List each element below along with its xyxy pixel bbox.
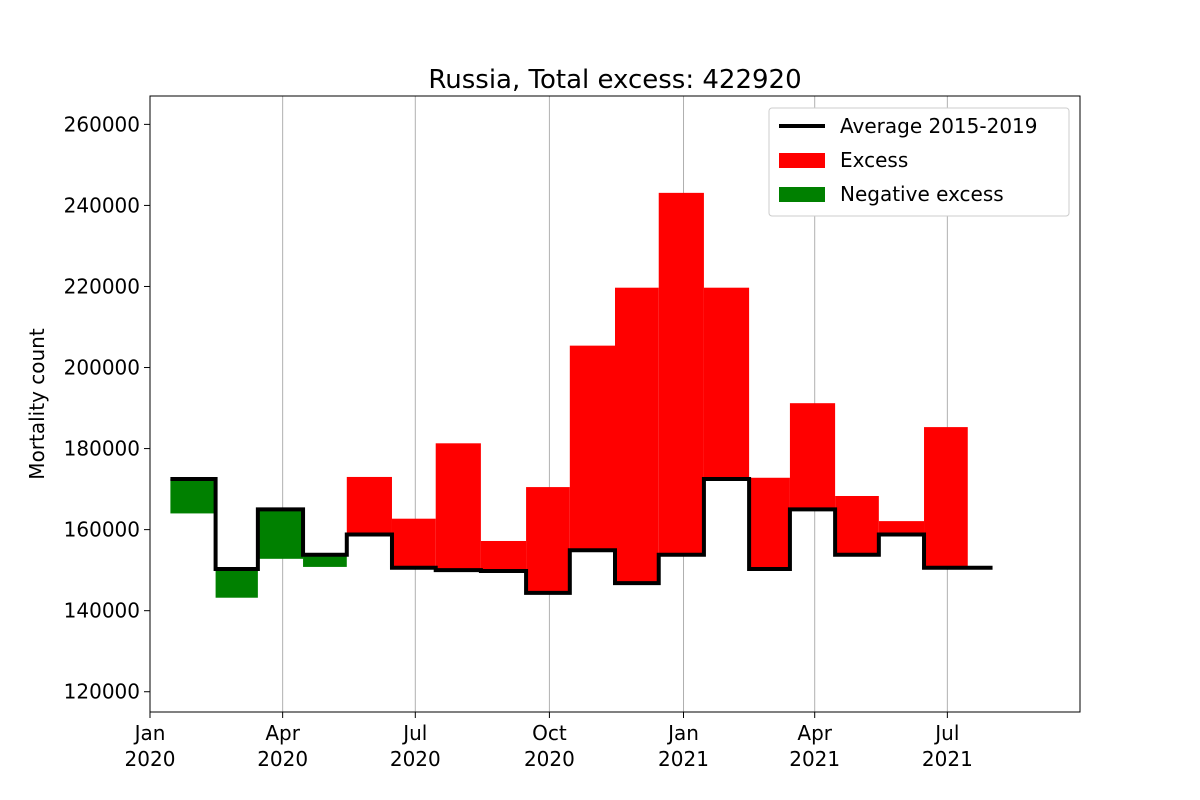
y-tick-label: 140000: [64, 599, 140, 623]
x-tick-label-year: 2020: [257, 747, 308, 771]
excess-bar: [480, 540, 527, 571]
x-tick-label-year: 2021: [922, 747, 973, 771]
chart-title: Russia, Total excess: 422920: [428, 65, 801, 95]
negative-excess-bar: [170, 478, 216, 514]
excess-bar: [435, 443, 481, 571]
x-tick-label-year: 2020: [524, 747, 575, 771]
y-tick-label: 180000: [64, 437, 140, 461]
x-tick-label-year: 2021: [789, 747, 840, 771]
excess-bar: [703, 287, 750, 479]
y-tick-label: 160000: [64, 518, 140, 542]
excess-bar: [391, 518, 436, 568]
bars-layer: [170, 192, 968, 598]
x-tick-label-year: 2021: [658, 747, 709, 771]
x-axis: Jan2020Apr2020Jul2020Oct2020Jan2021Apr20…: [125, 712, 973, 771]
x-tick-label-year: 2020: [390, 747, 441, 771]
excess-bar: [835, 495, 879, 555]
average-line: [170, 476, 993, 595]
plot-frame: [149, 95, 1081, 713]
excess-bar: [615, 287, 659, 584]
excess-bar: [569, 345, 615, 551]
excess-bar: [346, 476, 392, 535]
y-tick-label: 120000: [64, 680, 140, 704]
excess-bar: [526, 487, 570, 593]
legend-swatch-excess: [779, 153, 825, 168]
negative-excess-bar: [303, 554, 347, 567]
excess-bar: [658, 192, 704, 555]
excess-bar: [924, 427, 968, 568]
negative-excess-bar: [257, 509, 304, 559]
excess-bar: [749, 477, 790, 569]
legend-box: [768, 107, 1070, 217]
legend-label-average: Average 2015-2019: [840, 114, 1038, 138]
excess-bar: [789, 403, 836, 510]
y-tick-label: 260000: [64, 112, 140, 136]
excess-bar: [878, 521, 925, 535]
legend-label-negative: Negative excess: [840, 182, 1004, 206]
x-tick-label-month: Apr: [797, 721, 832, 745]
x-tick-label-month: Oct: [532, 721, 567, 745]
legend-label-excess: Excess: [840, 148, 908, 172]
y-axis: 120000 140000 160000 180000 200000 220000 2400…: [64, 112, 150, 704]
x-tick-label-month: Jan: [666, 721, 699, 745]
x-tick-label-month: Jul: [401, 721, 427, 745]
legend-swatch-negative: [779, 187, 825, 202]
x-tick-label-month: Apr: [265, 721, 300, 745]
y-tick-label: 240000: [64, 193, 140, 217]
x-tick-label-month: Jan: [133, 721, 166, 745]
y-tick-label: 220000: [64, 274, 140, 298]
legend: Average 2015-2019 Excess Negative excess: [768, 107, 1070, 217]
negative-excess-bar: [215, 568, 258, 598]
x-tick-label-month: Jul: [933, 721, 959, 745]
x-tick-label-year: 2020: [125, 747, 176, 771]
average-line-layer: [170, 476, 993, 595]
y-tick-label: 200000: [64, 356, 140, 380]
y-axis-label: Mortality count: [25, 328, 49, 480]
